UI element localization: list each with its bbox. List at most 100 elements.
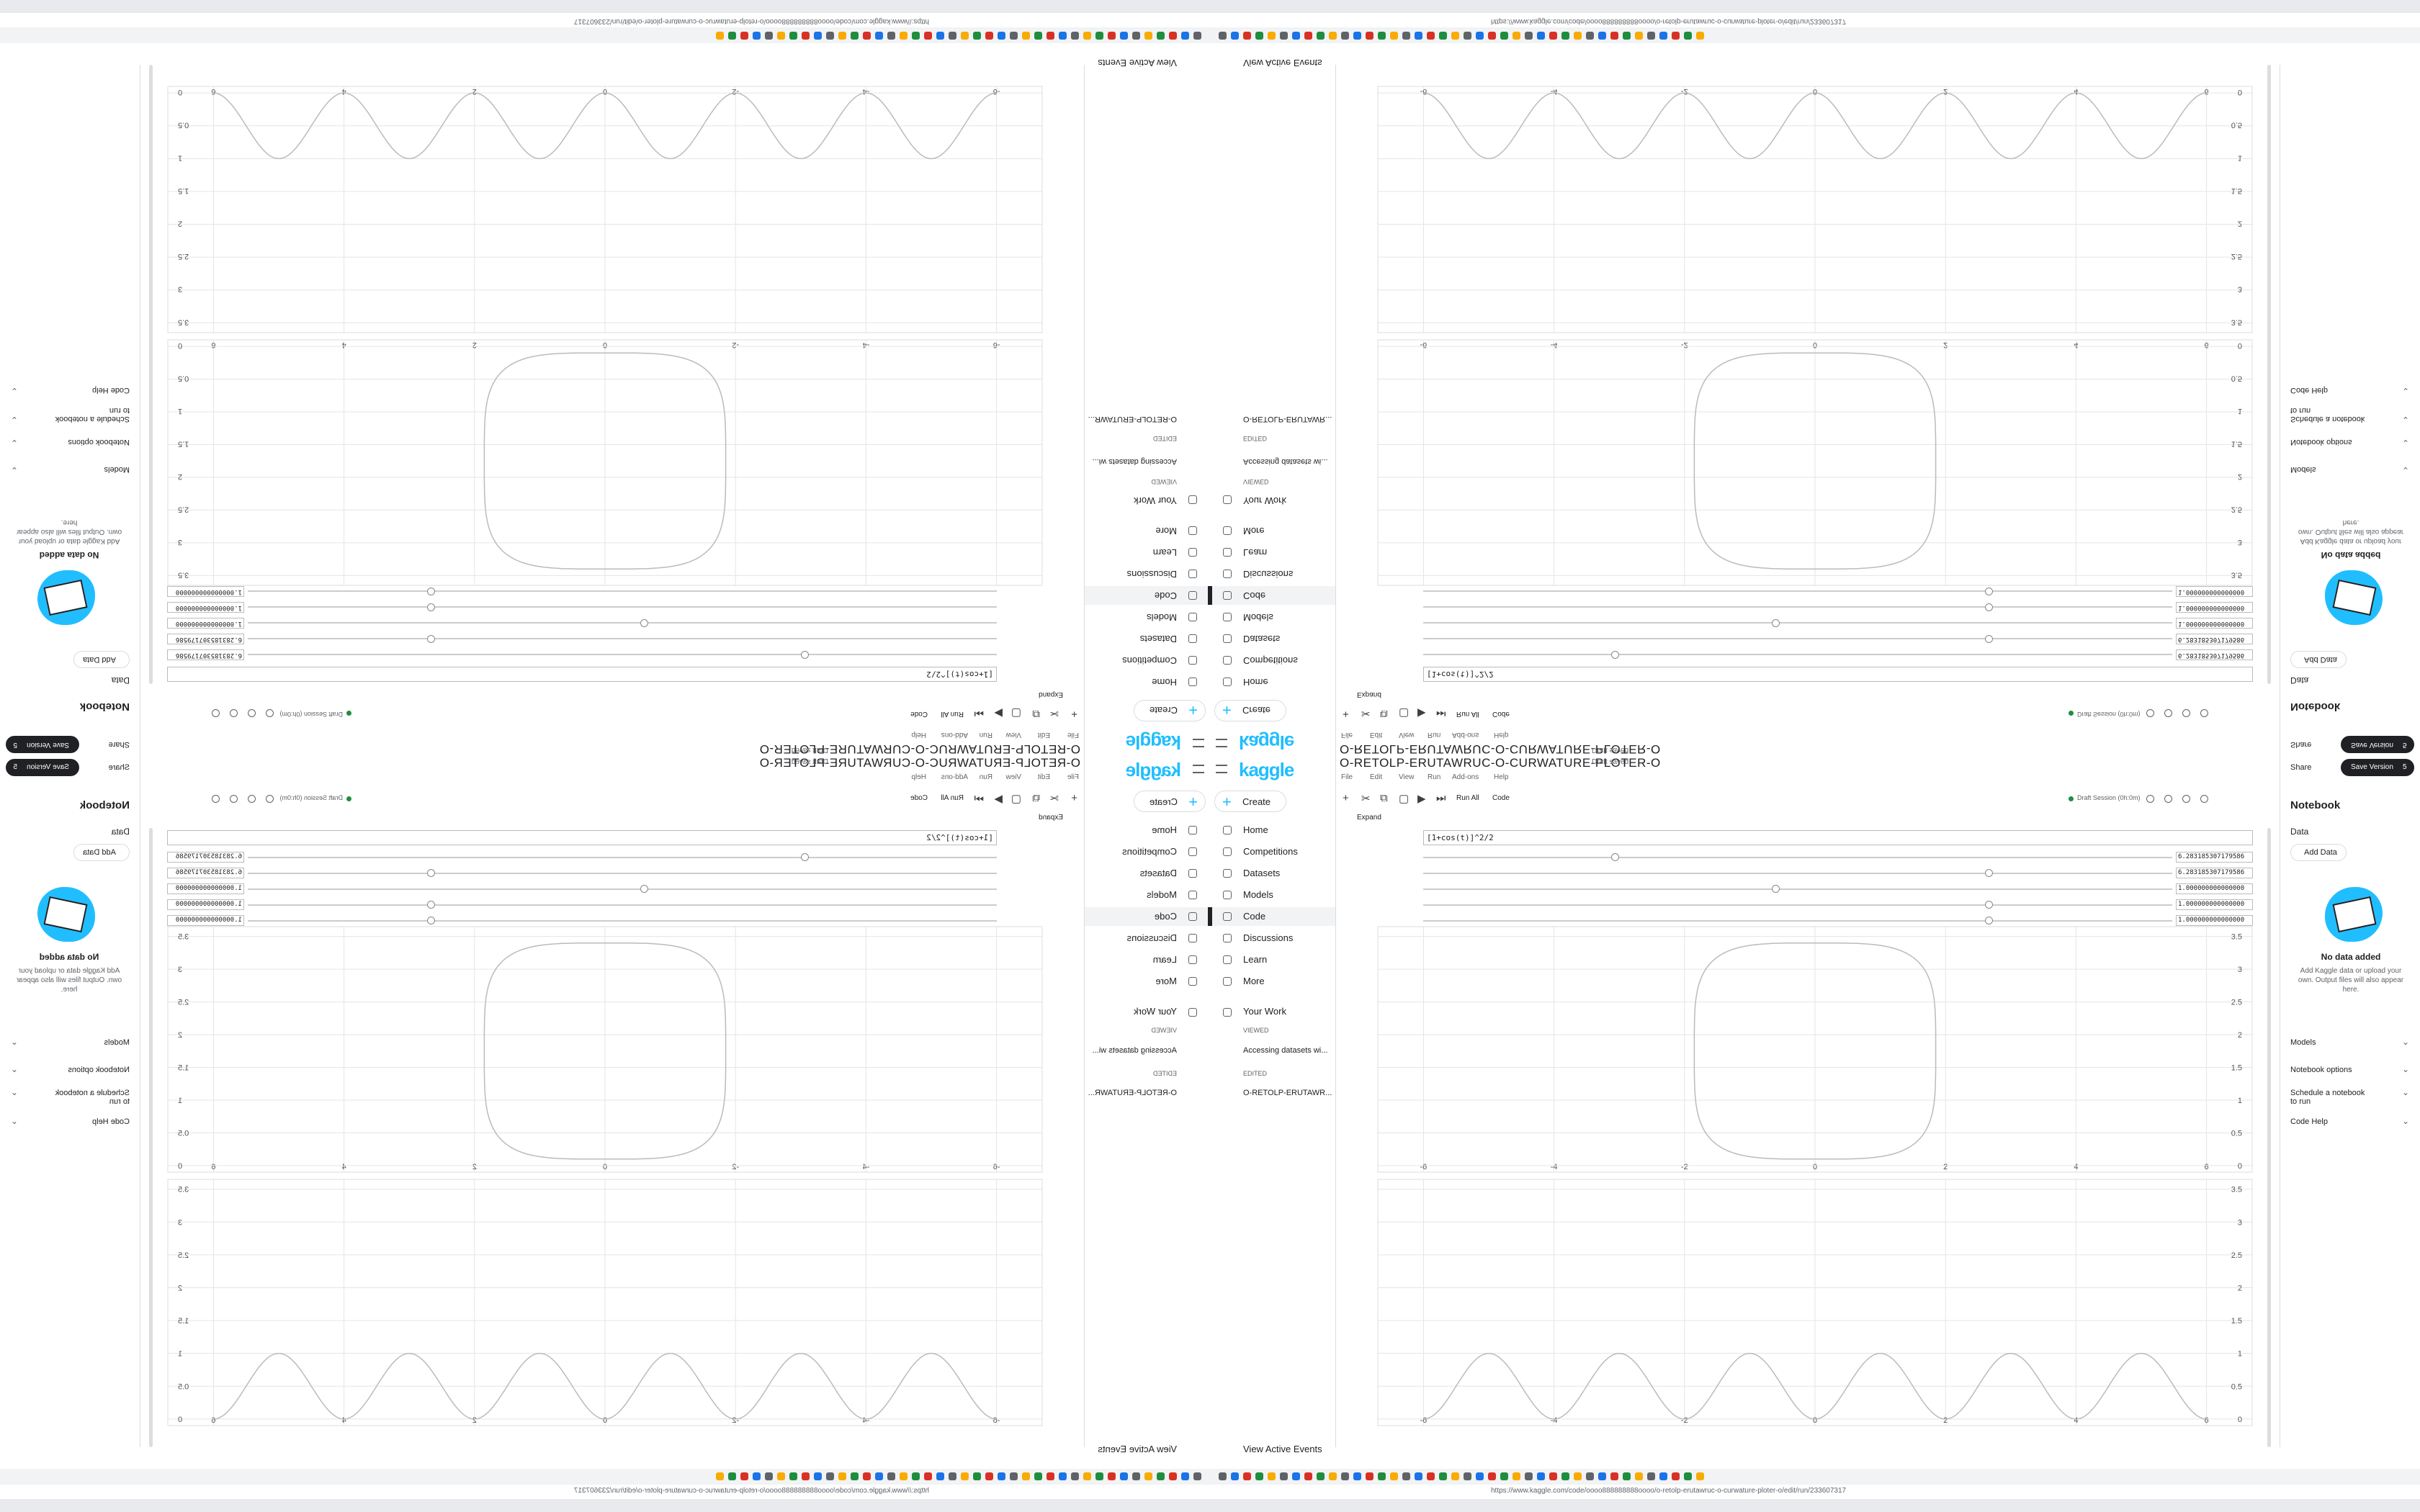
tab-icon[interactable]	[1169, 32, 1177, 40]
nav-item[interactable]: Code	[1243, 911, 1266, 922]
tab-icon[interactable]	[1095, 1472, 1103, 1480]
tab-icon[interactable]	[1464, 32, 1471, 40]
slider-knob[interactable]	[1985, 869, 1993, 877]
panel-section[interactable]: Data	[2290, 827, 2309, 837]
tab-icon[interactable]	[1574, 32, 1582, 40]
tab-icon[interactable]	[1010, 1472, 1018, 1480]
tab-icon[interactable]	[875, 1472, 883, 1480]
tab-icon[interactable]	[1317, 1472, 1325, 1480]
tab-icon[interactable]	[961, 1472, 969, 1480]
tab-icon[interactable]	[753, 1472, 761, 1480]
tab-icon[interactable]	[924, 32, 932, 40]
tab-icon[interactable]	[1304, 32, 1312, 40]
slider-knob[interactable]	[1985, 901, 1993, 909]
tab-icon[interactable]	[998, 32, 1005, 40]
panel-section[interactable]: Code Help	[92, 386, 130, 395]
tab-icon[interactable]	[912, 32, 920, 40]
tab-icon[interactable]	[1219, 1472, 1227, 1480]
tab-icon[interactable]	[1635, 32, 1643, 40]
nav-item[interactable]: Models	[1243, 889, 1273, 900]
create-button[interactable]: Create +	[1214, 791, 1286, 812]
tab-icon[interactable]	[1366, 1472, 1373, 1480]
menu-item[interactable]: Run	[1428, 773, 1441, 781]
tab-icon[interactable]	[1378, 1472, 1386, 1480]
tab-icon[interactable]	[1684, 32, 1692, 40]
tab-icon[interactable]	[985, 32, 993, 40]
toolbar-button[interactable]: +	[1343, 792, 1349, 804]
tab-icon[interactable]	[1304, 1472, 1312, 1480]
add-data-button[interactable]: Add Data	[2290, 844, 2347, 861]
tab-icon[interactable]	[1390, 1472, 1398, 1480]
tab-icon[interactable]	[838, 1472, 846, 1480]
tab-icon[interactable]	[1635, 1472, 1643, 1480]
tab-icon[interactable]	[1488, 1472, 1496, 1480]
tab-icon[interactable]	[1120, 1472, 1128, 1480]
tab-icon[interactable]	[1329, 1472, 1337, 1480]
tab-icon[interactable]	[1181, 32, 1189, 40]
tab-icon[interactable]	[863, 1472, 871, 1480]
tab-icon[interactable]	[1108, 1472, 1116, 1480]
tab-icon[interactable]	[1169, 1472, 1177, 1480]
tab-icon[interactable]	[1586, 1472, 1594, 1480]
tab-icon[interactable]	[1439, 32, 1447, 40]
nav-events[interactable]: View Active Events	[1243, 1444, 1322, 1454]
tab-icon[interactable]	[1427, 32, 1435, 40]
panel-section[interactable]: Notebook options	[68, 438, 130, 446]
tab-icon[interactable]	[1341, 1472, 1349, 1480]
tab-icon[interactable]	[1047, 32, 1054, 40]
tab-icon[interactable]	[1366, 32, 1373, 40]
toolbar-icon[interactable]	[2182, 795, 2190, 803]
tab-icon[interactable]	[1512, 32, 1520, 40]
tab-icon[interactable]	[716, 1472, 724, 1480]
add-data-button[interactable]: Add Data	[73, 651, 130, 668]
tab-icon[interactable]	[1292, 32, 1300, 40]
toolbar-button[interactable]: ⏭	[1436, 792, 1446, 804]
tab-icon[interactable]	[973, 32, 981, 40]
tab-icon[interactable]	[1157, 1472, 1165, 1480]
tab-icon[interactable]	[753, 32, 761, 40]
tab-icon[interactable]	[789, 1472, 797, 1480]
menu-item[interactable]: Help	[1494, 773, 1509, 781]
tab-icon[interactable]	[1317, 32, 1325, 40]
tab-icon[interactable]	[1034, 1472, 1042, 1480]
run-all[interactable]: Run All	[1456, 794, 1479, 802]
toolbar-button[interactable]: ✂	[1361, 793, 1371, 805]
tab-icon[interactable]	[777, 32, 785, 40]
expand[interactable]: Expand	[1357, 814, 1381, 822]
tab-icon[interactable]	[1549, 1472, 1557, 1480]
panel-section[interactable]: Schedule a notebook to run	[55, 1089, 130, 1106]
tab-icon[interactable]	[1402, 32, 1410, 40]
tab-icon[interactable]	[1341, 32, 1349, 40]
toolbar-button[interactable]: ⧉	[1380, 792, 1388, 804]
tab-icon[interactable]	[740, 1472, 748, 1480]
tab-icon[interactable]	[1231, 1472, 1239, 1480]
url-bar[interactable]: https://www.kaggle.com/code/oooo88888888…	[1491, 17, 1847, 25]
tab-icon[interactable]	[1561, 1472, 1569, 1480]
menu-item[interactable]: Add-ons	[1452, 773, 1479, 781]
toolbar-icon[interactable]	[2146, 795, 2154, 803]
tab-icon[interactable]	[1255, 1472, 1263, 1480]
tab-icon[interactable]	[973, 1472, 981, 1480]
tab-icon[interactable]	[1659, 1472, 1667, 1480]
tab-icon[interactable]	[1108, 32, 1116, 40]
tab-icon[interactable]	[1268, 1472, 1276, 1480]
tab-icon[interactable]	[1623, 32, 1631, 40]
tab-icon[interactable]	[1095, 32, 1103, 40]
tab-icon[interactable]	[1525, 32, 1533, 40]
tab-icon[interactable]	[1586, 32, 1594, 40]
add-data-button[interactable]: Add Data	[2290, 651, 2347, 668]
panel-section[interactable]: Models	[2290, 465, 2316, 474]
panel-section[interactable]: Schedule a notebook to run	[2290, 1089, 2365, 1106]
tab-icon[interactable]	[924, 1472, 932, 1480]
tab-icon[interactable]	[1022, 32, 1030, 40]
tab-icon[interactable]	[826, 1472, 834, 1480]
nav-item[interactable]: Learn	[1243, 954, 1268, 965]
tab-icon[interactable]	[1181, 1472, 1189, 1480]
tab-icon[interactable]	[1193, 1472, 1201, 1480]
nav-recent[interactable]: Accessing datasets wi...	[1243, 1046, 1328, 1055]
tab-icon[interactable]	[826, 32, 834, 40]
tab-icon[interactable]	[936, 32, 944, 40]
tab-icon[interactable]	[1415, 32, 1422, 40]
panel-section[interactable]: Notebook options	[68, 1066, 130, 1074]
tab-icon[interactable]	[1132, 1472, 1140, 1480]
